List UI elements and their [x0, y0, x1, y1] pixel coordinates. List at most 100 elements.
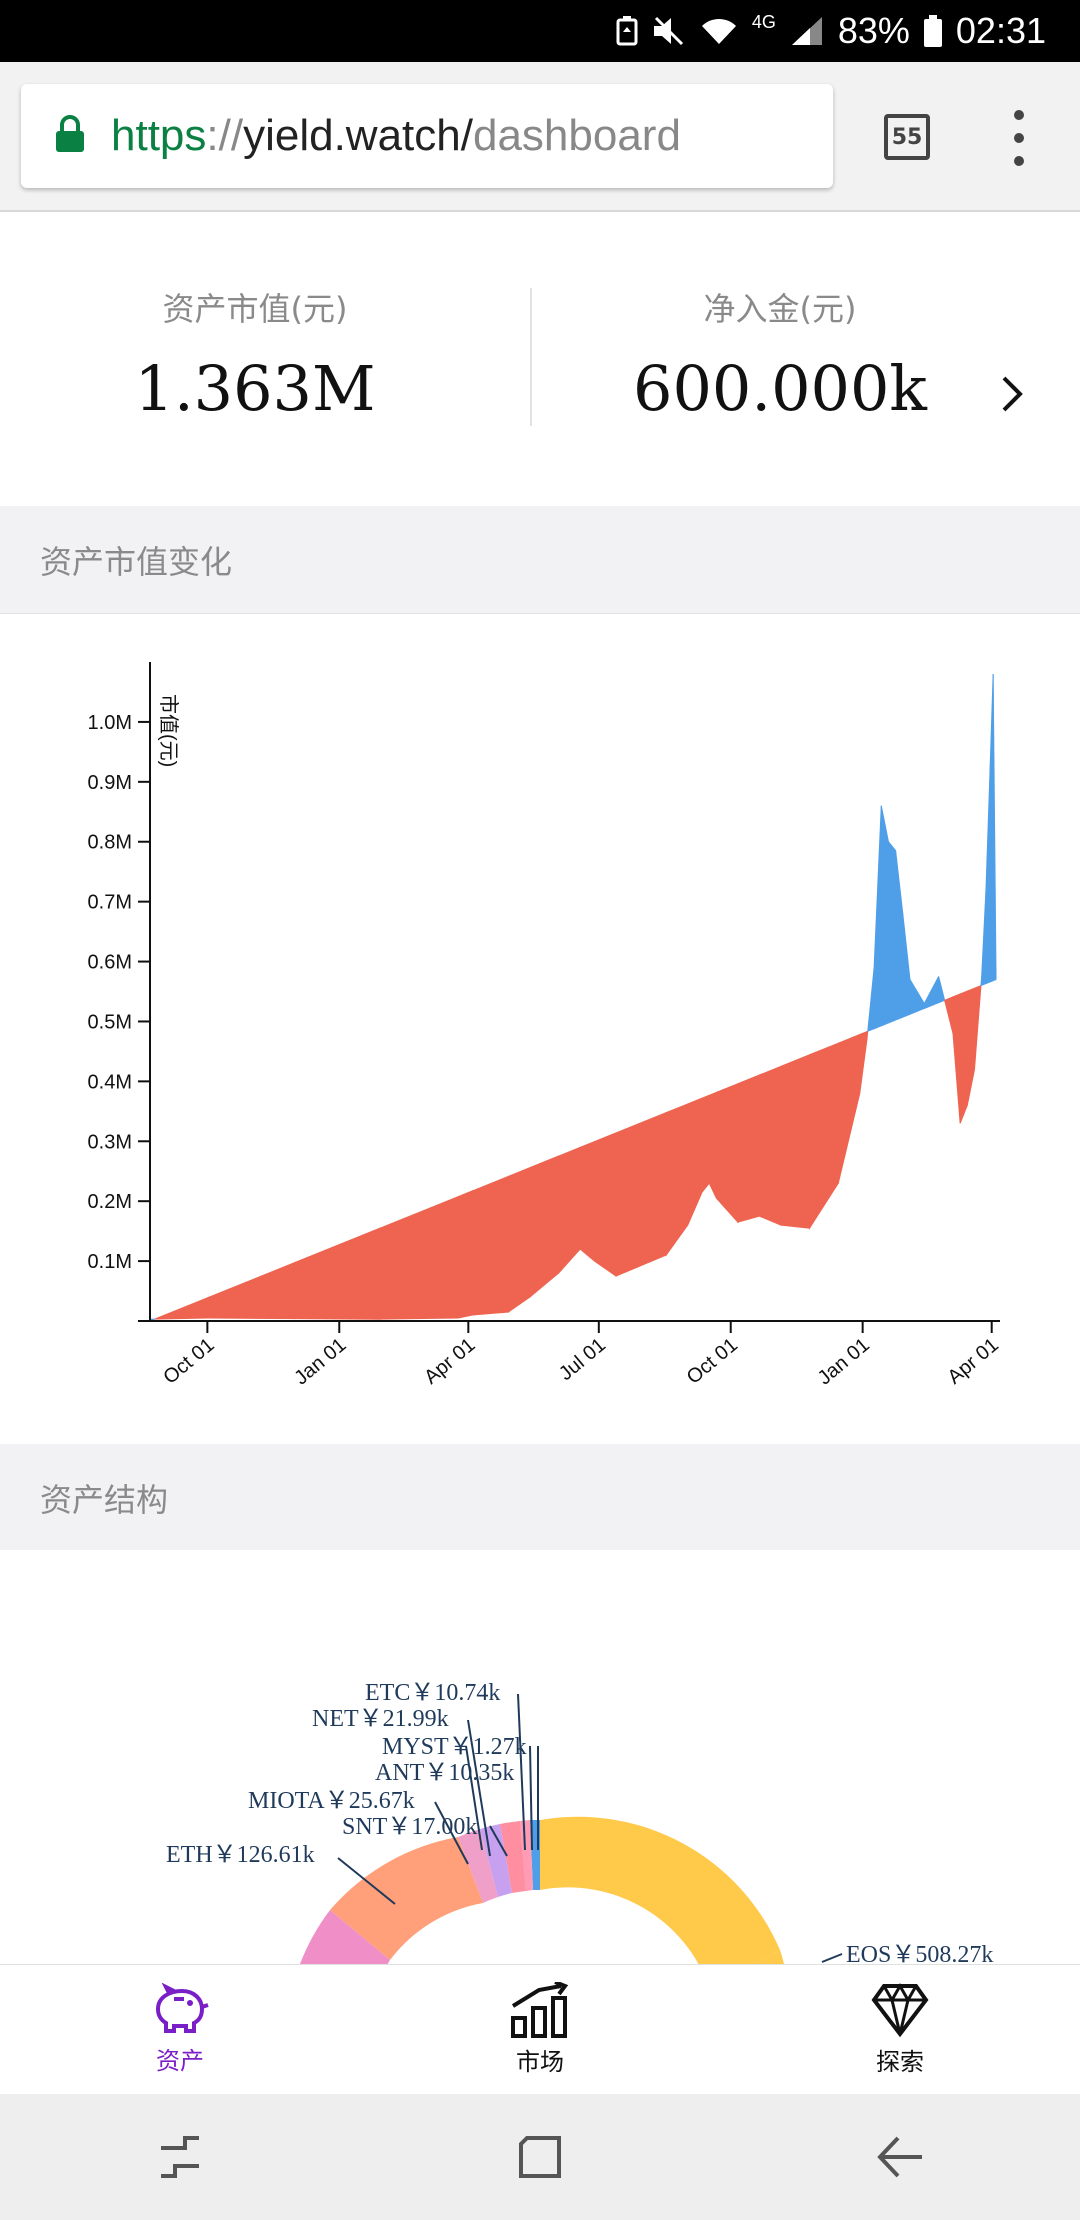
loss-area: [378, 1195, 459, 1320]
browser-toolbar: https://yield.watch/dashboard 55: [0, 62, 1080, 212]
loss-area: [715, 1082, 739, 1224]
overflow-menu-icon[interactable]: [1008, 110, 1030, 166]
y-tick-label: 0.1M: [88, 1251, 132, 1273]
y-tick-label: 1.0M: [88, 712, 132, 734]
gain-area: [923, 976, 940, 1010]
loss-area: [780, 1054, 811, 1229]
loss-area: [457, 1190, 474, 1319]
loss-area: [292, 1227, 380, 1320]
loss-area: [966, 987, 975, 1106]
loss-area: [687, 1097, 703, 1226]
section-title: 资产结构: [40, 1480, 169, 1519]
back-icon[interactable]: [840, 2117, 960, 2197]
gain-area: [880, 805, 889, 1027]
battery-icon: [923, 15, 942, 47]
gain-area: [985, 763, 991, 985]
y-tick-label: 0.7M: [88, 892, 132, 914]
nav-assets[interactable]: 资产: [0, 1965, 360, 2094]
piggy-bank-icon: [155, 1983, 209, 2033]
chart-svg: 0.1M 0.2M 0.3M 0.4M 0.5M 0.6M 0.7M 0.8M 0.9M 1.0M…: [88, 662, 1003, 1389]
loss-area: [708, 1091, 717, 1199]
nav-label-market: 市场: [516, 2048, 564, 2076]
slice-eos[interactable]: [540, 1816, 780, 1964]
gain-area: [992, 673, 997, 982]
loss-area: [206, 1262, 294, 1320]
stat-divider: [530, 288, 532, 426]
net-inflow-value: 600.000k: [633, 352, 927, 425]
slice-eth[interactable]: [330, 1837, 483, 1960]
label-snt: SNT￥17.00k: [342, 1814, 477, 1840]
label-net: NET￥21.99k: [312, 1706, 449, 1732]
gain-area: [938, 976, 946, 1004]
chevron-right-icon[interactable]: [1000, 374, 1026, 418]
tab-switcher-button[interactable]: 55: [884, 114, 930, 160]
net-inflow-label: 净入金(元): [703, 290, 857, 328]
loss-area: [615, 1123, 639, 1277]
gain-area: [981, 889, 987, 987]
loss-area: [809, 1042, 839, 1230]
address-bar[interactable]: https://yield.watch/dashboard: [21, 84, 833, 188]
x-tick-label: Jul 01: [555, 1334, 610, 1385]
battery-percent: 83%: [837, 10, 910, 51]
url-host: yield.watch/: [243, 111, 473, 160]
gain-area: [895, 850, 904, 1021]
section-header-structure: 资产结构: [0, 1444, 1080, 1552]
slice-eos-2[interactable]: [710, 1950, 790, 1964]
section-header-value-change: 资产市值变化: [0, 506, 1080, 614]
nav-market[interactable]: 市场: [360, 1965, 720, 2094]
x-tick-label: Oct 01: [159, 1334, 218, 1389]
loss-area: [507, 1166, 531, 1313]
loss-area: [558, 1146, 581, 1275]
clock: 02:31: [955, 10, 1046, 51]
x-tick-label: Apr 01: [420, 1334, 479, 1389]
y-tick-label: 0.8M: [88, 832, 132, 854]
gain-area: [902, 913, 911, 1018]
url-scheme: https: [111, 111, 207, 160]
loss-area: [952, 993, 961, 1124]
net-inflow-stat[interactable]: 净入金(元) 600.000k: [560, 212, 1000, 506]
y-tick-label: 0.5M: [88, 1011, 132, 1033]
tab-count: 55: [891, 124, 923, 150]
x-tick-label: Oct 01: [683, 1334, 742, 1389]
loss-area: [859, 1030, 868, 1094]
slice-net[interactable]: [500, 1821, 526, 1893]
loss-area: [758, 1065, 782, 1226]
lock-icon: [55, 115, 85, 157]
loss-area: [837, 1033, 861, 1184]
home-icon[interactable]: [480, 2117, 600, 2197]
nav-label-assets: 资产: [156, 2047, 204, 2075]
x-tick-label: Jan 01: [814, 1334, 874, 1389]
gain-area: [909, 977, 925, 1015]
loss-area: [529, 1155, 560, 1299]
nav-explore[interactable]: 探索: [720, 1965, 1080, 2094]
label-leaders: [337, 1693, 843, 1963]
donut-svg: ETC￥10.74k NET￥21.99k MYST￥1.27k ANT￥10.…: [166, 1680, 993, 1964]
diamond-icon: [871, 1982, 929, 2038]
loss-area: [579, 1140, 596, 1263]
gain-area: [867, 967, 875, 1033]
url-text: https://yield.watch/dashboard: [111, 111, 681, 161]
loss-area: [959, 990, 968, 1124]
y-tick-label: 0.4M: [88, 1071, 132, 1093]
section-title: 资产市值变化: [40, 542, 233, 581]
loss-area: [866, 1030, 869, 1040]
signal-icon: [790, 15, 824, 47]
recent-apps-icon[interactable]: [120, 2117, 240, 2197]
mute-icon: [652, 16, 686, 46]
slice-etc[interactable]: [520, 1820, 533, 1891]
network-type: 4G: [751, 12, 776, 32]
y-tick-label: 0.3M: [88, 1131, 132, 1153]
wifi-icon: [700, 16, 738, 46]
slice-snt[interactable]: [458, 1829, 498, 1903]
loss-area: [637, 1111, 667, 1268]
loss-area: [665, 1103, 689, 1257]
bar-chart-icon: [511, 1982, 569, 2038]
url-path: dashboard: [472, 111, 681, 160]
gain-area: [887, 840, 897, 1024]
x-tick-label: Jan 01: [290, 1334, 350, 1389]
status-bar: 4G 83% 02:31: [0, 0, 1080, 62]
label-eos: EOS￥508.27k: [846, 1942, 993, 1964]
slice-other[interactable]: [300, 1910, 390, 1964]
asset-summary: 资产市值(元) 1.363M 净入金(元) 600.000k: [0, 212, 1080, 506]
loss-area: [594, 1132, 617, 1278]
